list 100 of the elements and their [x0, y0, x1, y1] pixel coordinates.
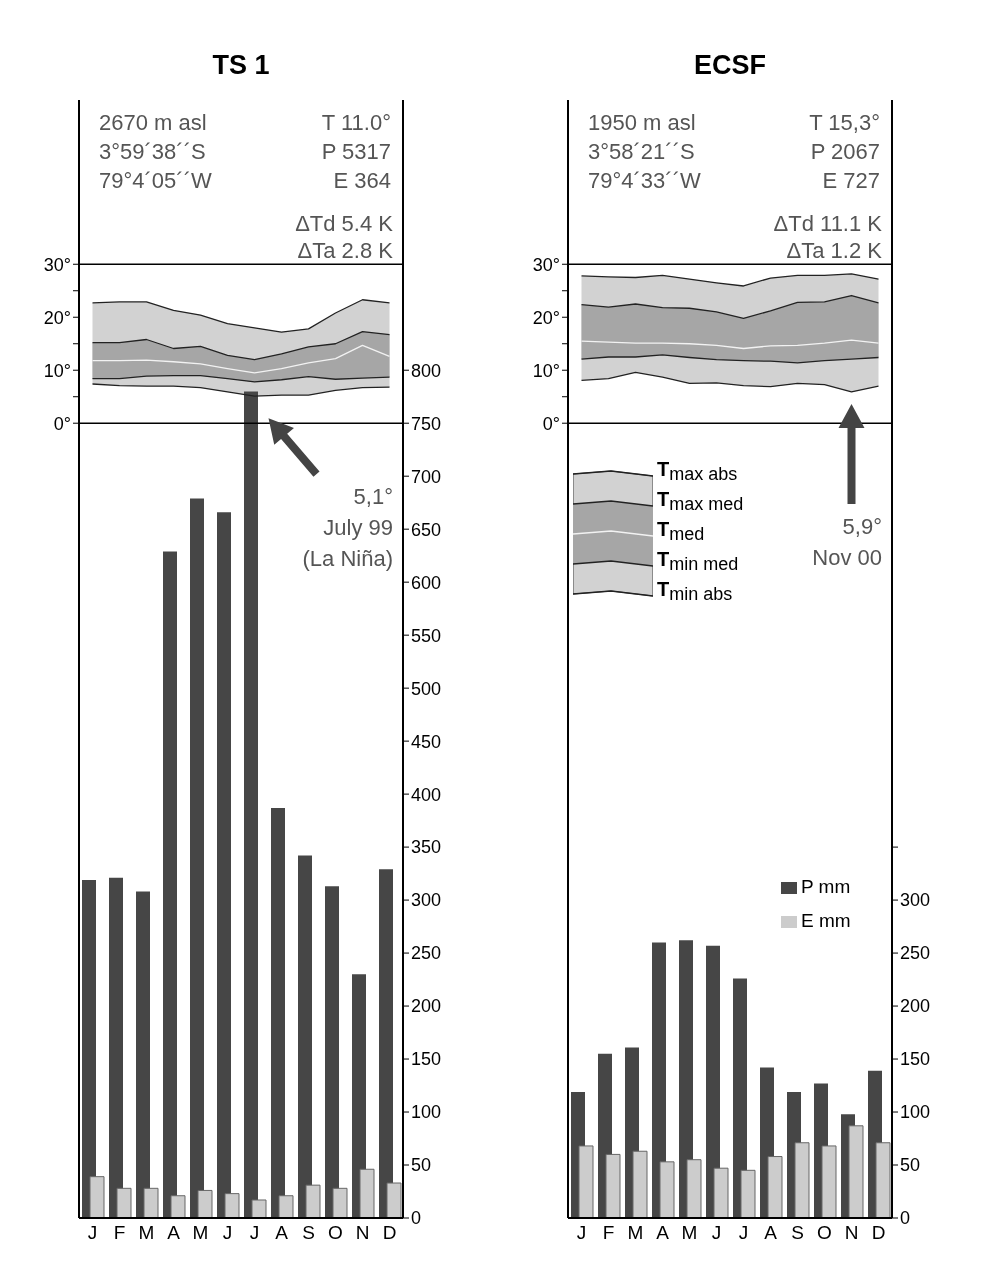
line-series [91, 330, 391, 361]
x-tick-label: N [355, 1222, 370, 1244]
x-tick-label: A [167, 1222, 181, 1244]
legend-label: T$_{max abs}$ [657, 458, 738, 484]
line-series [580, 294, 880, 319]
x-tick-label: A [764, 1222, 778, 1244]
y2-tick-label: 150 [900, 1049, 931, 1070]
x-tick-label: O [817, 1222, 832, 1244]
bar [875, 1142, 891, 1218]
bar [271, 807, 285, 1218]
bar [305, 1184, 321, 1218]
annotation: 79°4´33´´W [588, 167, 701, 195]
y-tick-label: 30° [532, 254, 560, 275]
x-tick-label: S [302, 1222, 315, 1244]
annotation: 5,9° [842, 513, 882, 539]
x-tick-label: D [382, 1222, 397, 1244]
annotation: (La Niña) [302, 546, 393, 572]
line-series [91, 374, 391, 383]
bar [386, 1182, 402, 1218]
bar [244, 391, 258, 1218]
bar [652, 942, 666, 1218]
legend-label: T$_{min abs}$ [657, 578, 733, 604]
annotation: Nov 00 [812, 544, 882, 570]
y2-tick-label: 100 [411, 1102, 442, 1123]
x-tick-label: J [249, 1222, 260, 1244]
y2-tick-label: 150 [411, 1049, 442, 1070]
x-tick-label: F [113, 1222, 126, 1244]
annotation: 1950 m asl [588, 109, 697, 137]
bar [578, 1145, 594, 1218]
bar [109, 877, 123, 1218]
annotation: T 11.0° [321, 109, 391, 137]
bar [740, 1169, 756, 1218]
x-tick-label: N [844, 1222, 859, 1244]
y-tick-label: 20° [532, 307, 560, 328]
x-tick-label: J [738, 1222, 749, 1244]
bar [197, 1189, 213, 1218]
x-tick-label: A [656, 1222, 670, 1244]
y2-tick-label: 800 [411, 360, 442, 381]
annotation: ΔTd 11.1 K [773, 210, 882, 237]
annotation: E 364 [332, 167, 391, 195]
annotation: ΔTa 2.8 K [296, 237, 393, 264]
annotation: 79°4´05´´W [99, 167, 212, 195]
y2-tick-label: 750 [411, 413, 442, 434]
bar [190, 498, 204, 1218]
y2-tick-label: 400 [411, 784, 442, 805]
y2-tick-label: 550 [411, 625, 442, 646]
annotation: T 15,3° [809, 109, 880, 137]
bar [163, 551, 177, 1218]
legend-label: T$_{max med}$ [657, 488, 744, 514]
line-series [91, 383, 391, 397]
bar [224, 1193, 240, 1218]
line-series [580, 273, 880, 287]
y2-tick-label: 700 [411, 466, 442, 487]
y2-tick-label: 650 [411, 519, 442, 540]
bar [332, 1187, 348, 1218]
y2-tick-label: 200 [411, 996, 442, 1017]
x-tick-label: J [222, 1222, 233, 1244]
bar [251, 1199, 267, 1218]
y2-tick-label: 0 [411, 1208, 422, 1229]
bar [143, 1187, 159, 1218]
annotation: P 5317 [321, 138, 391, 166]
x-tick-label: A [275, 1222, 289, 1244]
line-series [580, 339, 880, 350]
bar [379, 869, 393, 1218]
annotation: E 727 [821, 167, 880, 195]
bar [170, 1195, 186, 1218]
y2-tick-label: 350 [411, 837, 442, 858]
annotation: P 2067 [809, 138, 880, 166]
bar [278, 1195, 294, 1218]
y-tick-label: 0° [542, 413, 560, 434]
y2-tick-label: 50 [411, 1155, 432, 1176]
x-tick-label: M [627, 1222, 644, 1244]
legend-label: T$_{min med}$ [657, 548, 739, 574]
legend-label: E mm [801, 910, 851, 931]
x-tick-label: J [87, 1222, 98, 1244]
annotation: 3°59´38´´S [99, 138, 207, 166]
line-series [580, 354, 880, 364]
x-tick-label: J [576, 1222, 587, 1244]
y-tick-label: 10° [532, 360, 560, 381]
x-tick-label: S [791, 1222, 804, 1244]
bar [767, 1156, 783, 1218]
y2-tick-label: 500 [411, 678, 442, 699]
line-series [91, 299, 391, 333]
annotation: ΔTd 5.4 K [295, 210, 393, 237]
x-tick-label: O [328, 1222, 343, 1244]
y2-tick-label: 300 [900, 890, 931, 911]
annotation: 5,1° [353, 484, 393, 510]
bar [848, 1125, 864, 1218]
line-series [580, 371, 880, 393]
bar [116, 1187, 132, 1218]
line-series [91, 344, 391, 374]
y2-tick-label: 0 [900, 1208, 911, 1229]
y-tick-label: 0° [53, 413, 71, 434]
x-tick-label: F [602, 1222, 615, 1244]
y2-tick-label: 250 [411, 943, 442, 964]
chart-title: ECSF [693, 50, 767, 81]
y2-tick-label: 450 [411, 731, 442, 752]
y-tick-label: 10° [43, 360, 71, 381]
bar [325, 886, 339, 1218]
y-tick-label: 30° [43, 254, 71, 275]
